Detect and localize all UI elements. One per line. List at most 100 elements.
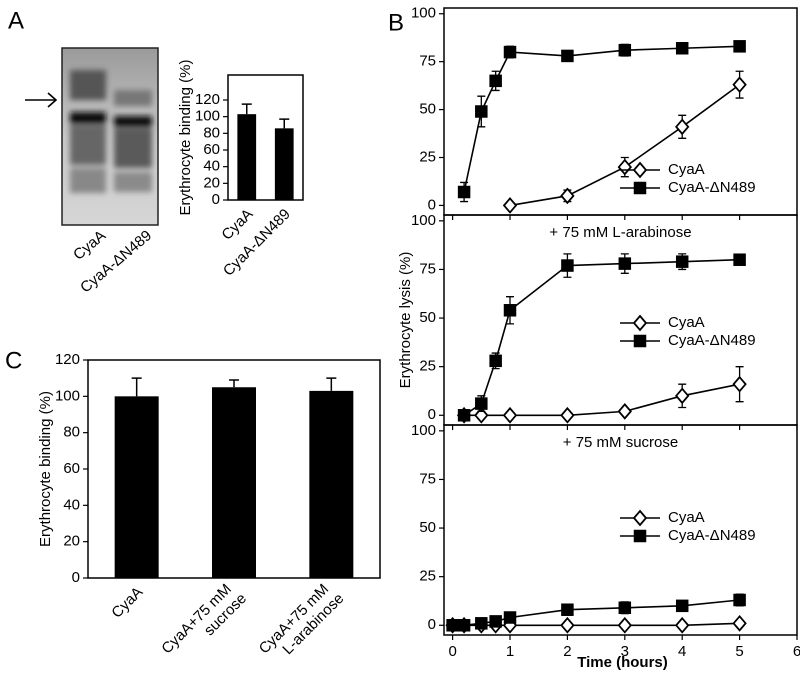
- error-bar: [131, 377, 142, 397]
- panel-label: A: [8, 7, 24, 34]
- legend-label: CyaA-ΔN489: [668, 332, 756, 349]
- marker: [561, 603, 574, 616]
- lane-label: CyaA: [70, 227, 109, 264]
- x-axis-label: Time (hours): [577, 654, 668, 671]
- marker: [560, 616, 575, 634]
- error-bar: [229, 379, 239, 388]
- x-tick-label: 4: [678, 643, 686, 660]
- marker: [489, 615, 502, 628]
- y-tick-label: 100: [55, 387, 80, 404]
- y-tick-label: 0: [72, 569, 80, 586]
- marker: [618, 43, 632, 57]
- y-tick-label: 0: [212, 191, 220, 208]
- bar: [114, 396, 159, 578]
- marker: [475, 617, 488, 630]
- legend-marker: [633, 181, 647, 195]
- marker: [675, 616, 690, 634]
- bar: [212, 387, 256, 578]
- x-tick-label: 2: [563, 643, 571, 660]
- y-axis-label: Erythrocyte binding (%): [37, 391, 54, 547]
- marker: [617, 616, 632, 634]
- marker: [489, 74, 502, 88]
- marker: [733, 253, 746, 266]
- y-axis-label: Erythrocyte binding (%): [177, 60, 194, 216]
- y-tick-label: 25: [419, 148, 436, 165]
- error-bar: [326, 377, 337, 391]
- marker: [675, 599, 689, 613]
- legend-marker: [633, 334, 647, 348]
- marker: [446, 619, 459, 632]
- y-tick-label: 120: [195, 91, 220, 108]
- error-bar: [279, 118, 290, 129]
- y-tick-label: 50: [419, 519, 436, 536]
- x-tick-label: CyaA: [108, 584, 146, 622]
- marker: [618, 257, 632, 270]
- bar: [237, 114, 257, 200]
- y-tick-label: 60: [63, 460, 80, 477]
- x-tick-label: 5: [735, 643, 743, 660]
- y-tick-label: 25: [419, 568, 436, 585]
- bar: [309, 390, 354, 578]
- y-tick-label: 40: [203, 158, 220, 175]
- y-tick-label: 100: [195, 108, 220, 125]
- marker: [618, 601, 632, 615]
- y-tick-label: 0: [428, 616, 436, 633]
- x-tick-label: CyaA+75 mM L-arabinose: [256, 578, 348, 670]
- y-tick-label: 40: [63, 496, 80, 513]
- error-bar: [241, 103, 252, 115]
- marker: [561, 259, 574, 272]
- marker: [503, 611, 517, 624]
- marker: [503, 45, 517, 59]
- bar: [274, 128, 294, 200]
- x-tick-label: 0: [448, 643, 456, 660]
- legend-marker: [632, 509, 648, 527]
- panel-label: B: [388, 9, 404, 36]
- x-tick-label: 6: [793, 643, 800, 660]
- marker: [475, 397, 488, 410]
- marker: [560, 406, 575, 424]
- y-tick-label: 100: [411, 5, 436, 22]
- y-tick-label: 20: [63, 533, 80, 550]
- marker: [732, 375, 747, 393]
- marker: [732, 76, 747, 94]
- y-tick-label: 100: [411, 422, 436, 439]
- legend-label: CyaA: [668, 314, 705, 331]
- y-tick-label: 120: [55, 351, 80, 368]
- x-tick-label: 3: [621, 643, 629, 660]
- marker: [457, 409, 471, 422]
- annotation: + 75 mM L-arabinose: [549, 224, 691, 241]
- y-tick-label: 0: [428, 196, 436, 213]
- legend-label: CyaA: [668, 161, 705, 178]
- y-tick-label: 20: [203, 174, 220, 191]
- marker: [475, 105, 488, 118]
- marker: [732, 614, 747, 632]
- marker: [561, 49, 574, 63]
- marker: [675, 255, 689, 268]
- y-tick-label: 75: [419, 260, 436, 277]
- y-tick-label: 60: [203, 141, 220, 158]
- y-tick-label: 50: [419, 309, 436, 326]
- marker: [457, 619, 471, 632]
- marker: [617, 158, 632, 176]
- legend-label: CyaA-ΔN489: [668, 527, 756, 544]
- legend-label: CyaA-ΔN489: [668, 179, 756, 196]
- blot-image: [61, 47, 159, 226]
- legend-marker: [632, 161, 648, 179]
- y-tick-label: 75: [419, 470, 436, 487]
- marker: [675, 118, 690, 136]
- plot-frame: [443, 214, 798, 426]
- marker: [457, 185, 471, 199]
- marker: [503, 304, 517, 317]
- y-tick-label: 100: [411, 212, 436, 229]
- marker: [560, 187, 575, 205]
- marker: [675, 42, 689, 55]
- y-tick-label: 25: [419, 358, 436, 375]
- y-tick-label: 80: [63, 424, 80, 441]
- marker: [502, 406, 518, 424]
- marker: [675, 387, 690, 405]
- plot-frame: [443, 424, 798, 636]
- legend-label: CyaA: [668, 509, 705, 526]
- legend-marker: [632, 314, 648, 332]
